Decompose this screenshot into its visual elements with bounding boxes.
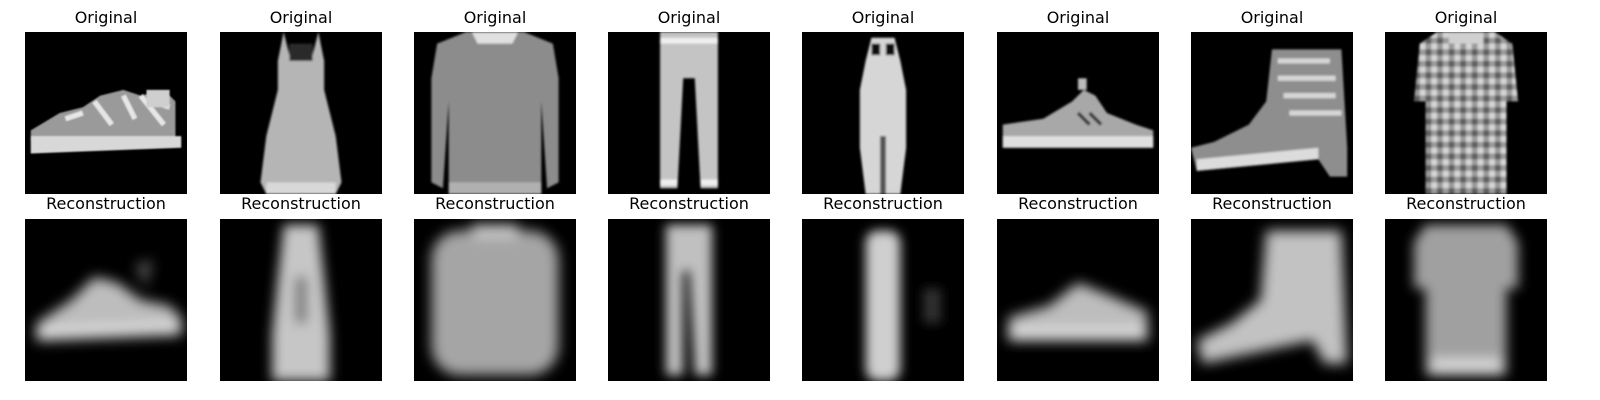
reconstruction-title-4: Reconstruction bbox=[629, 194, 749, 213]
reconstruction-image-2 bbox=[220, 219, 382, 381]
pullover-icon bbox=[414, 219, 576, 381]
reconstruction-title-1: Reconstruction bbox=[46, 194, 166, 213]
original-title-1: Original bbox=[74, 8, 138, 27]
reconstruction-title-7: Reconstruction bbox=[1212, 194, 1332, 213]
original-title-2: Original bbox=[269, 8, 333, 27]
original-title-4: Original bbox=[657, 8, 721, 27]
original-image-1 bbox=[25, 32, 187, 194]
reconstruction-image-3 bbox=[414, 219, 576, 381]
reconstruction-image-8 bbox=[1385, 219, 1547, 381]
original-image-4 bbox=[608, 32, 770, 194]
ankle-boot-icon bbox=[1191, 219, 1353, 381]
original-title-8: Original bbox=[1434, 8, 1498, 27]
sandal-icon bbox=[25, 219, 187, 381]
reconstruction-title-3: Reconstruction bbox=[435, 194, 555, 213]
original-image-2 bbox=[220, 32, 382, 194]
reconstruction-title-5: Reconstruction bbox=[823, 194, 943, 213]
dress-icon bbox=[220, 32, 382, 194]
reconstruction-image-5 bbox=[802, 219, 964, 381]
trouser-icon bbox=[608, 32, 770, 194]
reconstruction-image-4 bbox=[608, 219, 770, 381]
original-title-3: Original bbox=[463, 8, 527, 27]
reconstruction-image-1 bbox=[25, 219, 187, 381]
original-image-5 bbox=[802, 32, 964, 194]
sandal-icon bbox=[25, 32, 187, 194]
dress-icon bbox=[220, 219, 382, 381]
reconstruction-title-2: Reconstruction bbox=[241, 194, 361, 213]
original-title-6: Original bbox=[1046, 8, 1110, 27]
original-title-5: Original bbox=[851, 8, 915, 27]
shirt-icon bbox=[1385, 32, 1547, 194]
original-image-6 bbox=[997, 32, 1159, 194]
sneaker-icon bbox=[997, 32, 1159, 194]
reconstruction-title-8: Reconstruction bbox=[1406, 194, 1526, 213]
reconstruction-image-6 bbox=[997, 219, 1159, 381]
original-title-7: Original bbox=[1240, 8, 1304, 27]
reconstruction-image-7 bbox=[1191, 219, 1353, 381]
original-image-3 bbox=[414, 32, 576, 194]
reconstruction-title-6: Reconstruction bbox=[1018, 194, 1138, 213]
narrow-dress-icon bbox=[802, 219, 964, 381]
shirt-icon bbox=[1385, 219, 1547, 381]
sneaker-icon bbox=[997, 219, 1159, 381]
trouser-icon bbox=[608, 219, 770, 381]
original-image-8 bbox=[1385, 32, 1547, 194]
narrow-dress-icon bbox=[802, 32, 964, 194]
pullover-icon bbox=[414, 32, 576, 194]
original-image-7 bbox=[1191, 32, 1353, 194]
ankle-boot-icon bbox=[1191, 32, 1353, 194]
